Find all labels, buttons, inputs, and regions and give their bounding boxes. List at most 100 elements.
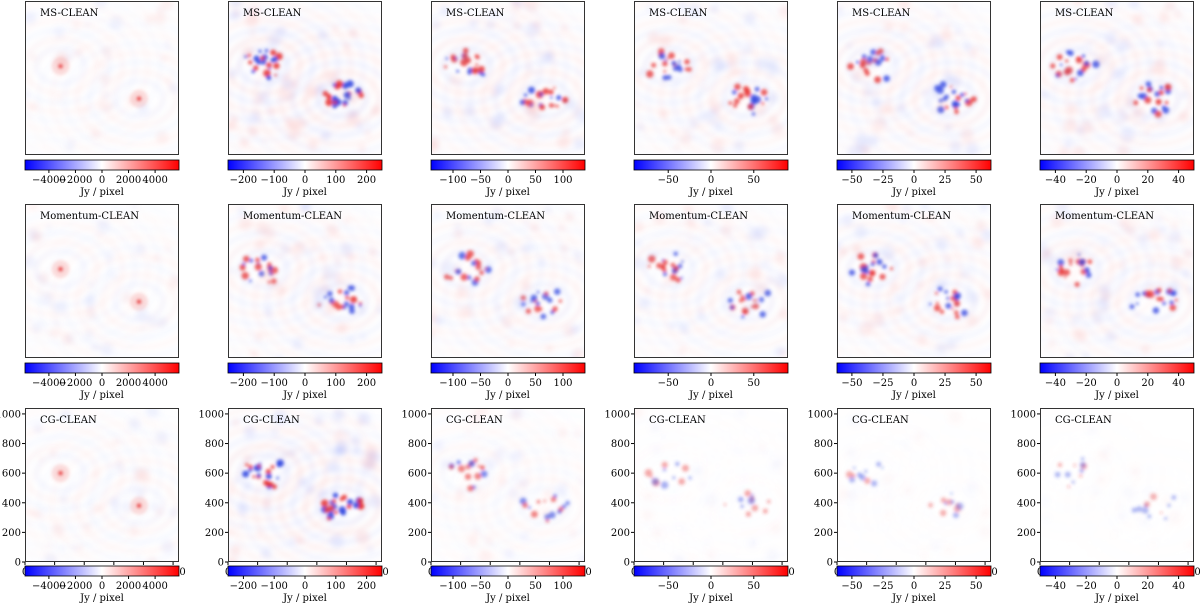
residual-blob <box>534 305 541 313</box>
background-noise <box>54 52 68 66</box>
colorbar-tick-label: 0 <box>911 378 917 389</box>
background-noise <box>1111 67 1124 80</box>
background-noise <box>1046 317 1054 325</box>
ripple-0-5 <box>228 9 341 124</box>
background-noise <box>768 65 780 77</box>
background-noise <box>1040 497 1048 505</box>
colorbar-tick-label: −100 <box>439 378 466 389</box>
residual-blob <box>558 299 563 303</box>
residual-blob <box>255 257 260 263</box>
background-noise <box>512 1 522 6</box>
residual-blob <box>876 461 882 467</box>
residual-blob <box>357 497 364 504</box>
background-noise <box>358 144 366 152</box>
background-noise <box>573 430 582 438</box>
background-noise <box>738 126 745 133</box>
background-noise <box>261 498 271 509</box>
background-noise <box>84 330 94 340</box>
y-tick-label: 0 <box>827 558 833 569</box>
colorbar: −50 −25 0 25 50 Jy / pixel <box>836 565 992 603</box>
residual-blob <box>1146 87 1152 93</box>
residual-blob <box>848 269 856 276</box>
background-noise <box>845 488 859 502</box>
colorbar-tick-label: −2000 <box>59 175 93 186</box>
residual-blob <box>334 98 342 106</box>
colorbar: −40 −20 0 20 40 Jy / pixel <box>1039 159 1195 198</box>
residual-blob <box>345 295 350 300</box>
residual-blob <box>737 92 745 99</box>
residual-blob <box>954 310 959 315</box>
background-noise <box>1097 283 1110 295</box>
residual-blob <box>359 503 364 509</box>
residual-blob <box>874 76 881 84</box>
background-noise <box>431 311 437 324</box>
background-noise <box>320 130 331 141</box>
residual-image <box>837 410 991 560</box>
background-noise <box>101 45 113 58</box>
colorbar-tick-label: −40 <box>1045 378 1066 389</box>
ripple-1-7 <box>849 23 991 155</box>
colorbar-tick-label: −4000 <box>32 175 66 186</box>
background-noise <box>454 223 462 230</box>
background-noise <box>351 435 361 445</box>
background-noise <box>634 221 644 232</box>
residual-blob <box>745 511 752 517</box>
ripple-1-1 <box>113 79 165 119</box>
ripple-0-8 <box>837 204 987 355</box>
ripple-1-4 <box>75 51 179 147</box>
residual-blob <box>348 303 355 310</box>
ripple-1-8 <box>228 420 382 562</box>
residual-blob <box>252 475 256 479</box>
ripple-1-7 <box>1052 226 1194 358</box>
background-noise <box>228 68 238 79</box>
background-noise <box>1105 443 1111 449</box>
ripple-1-2 <box>1115 272 1193 331</box>
panel-title: CG-CLEAN <box>40 415 97 426</box>
background-noise <box>243 426 256 438</box>
residual-blob <box>961 309 968 317</box>
residual-image <box>634 1 788 155</box>
panel-momentum-clean-5: Momentum-CLEAN −50 −25 0 25 50 Jy / pixel <box>836 204 992 401</box>
background-noise <box>1047 340 1055 348</box>
background-noise <box>673 553 686 562</box>
background-noise <box>900 218 906 224</box>
residual-blob <box>1144 501 1151 508</box>
background-noise <box>517 143 523 149</box>
y-tick-label: 400 <box>2 498 21 509</box>
background-noise <box>542 489 552 499</box>
background-noise <box>458 1 465 6</box>
background-noise <box>747 538 758 549</box>
background-noise <box>768 276 776 283</box>
residual-blob <box>964 92 967 96</box>
residual-blob <box>676 64 682 69</box>
background-noise <box>924 241 930 247</box>
residual-blob <box>1159 85 1164 90</box>
residual-blob <box>751 112 756 116</box>
ripple-1-5 <box>265 41 382 155</box>
background-noise <box>229 10 240 21</box>
background-noise <box>54 28 65 38</box>
background-noise <box>434 315 445 326</box>
y-tick-label: 1000 <box>402 409 427 420</box>
panel-title: CG-CLEAN <box>852 415 909 426</box>
residual-blob <box>767 499 771 504</box>
background-noise <box>940 30 952 42</box>
background-noise <box>980 229 991 243</box>
background-noise <box>295 536 304 545</box>
panel-frame <box>25 408 179 562</box>
background-noise <box>851 68 865 82</box>
background-noise <box>250 350 259 358</box>
residual-blob <box>260 56 265 61</box>
background-noise <box>1055 204 1069 213</box>
ripple-1-1 <box>316 79 368 119</box>
background-noise <box>228 489 233 495</box>
residual-blob <box>1064 471 1071 478</box>
background-noise <box>471 528 480 537</box>
image-background <box>837 408 991 562</box>
ripple-1-2 <box>100 69 178 128</box>
background-noise <box>771 122 785 136</box>
colorbar-tick-label: 0 <box>302 581 308 592</box>
residual-blob <box>1131 507 1137 513</box>
background-noise <box>1082 352 1090 358</box>
background-noise <box>718 60 730 72</box>
